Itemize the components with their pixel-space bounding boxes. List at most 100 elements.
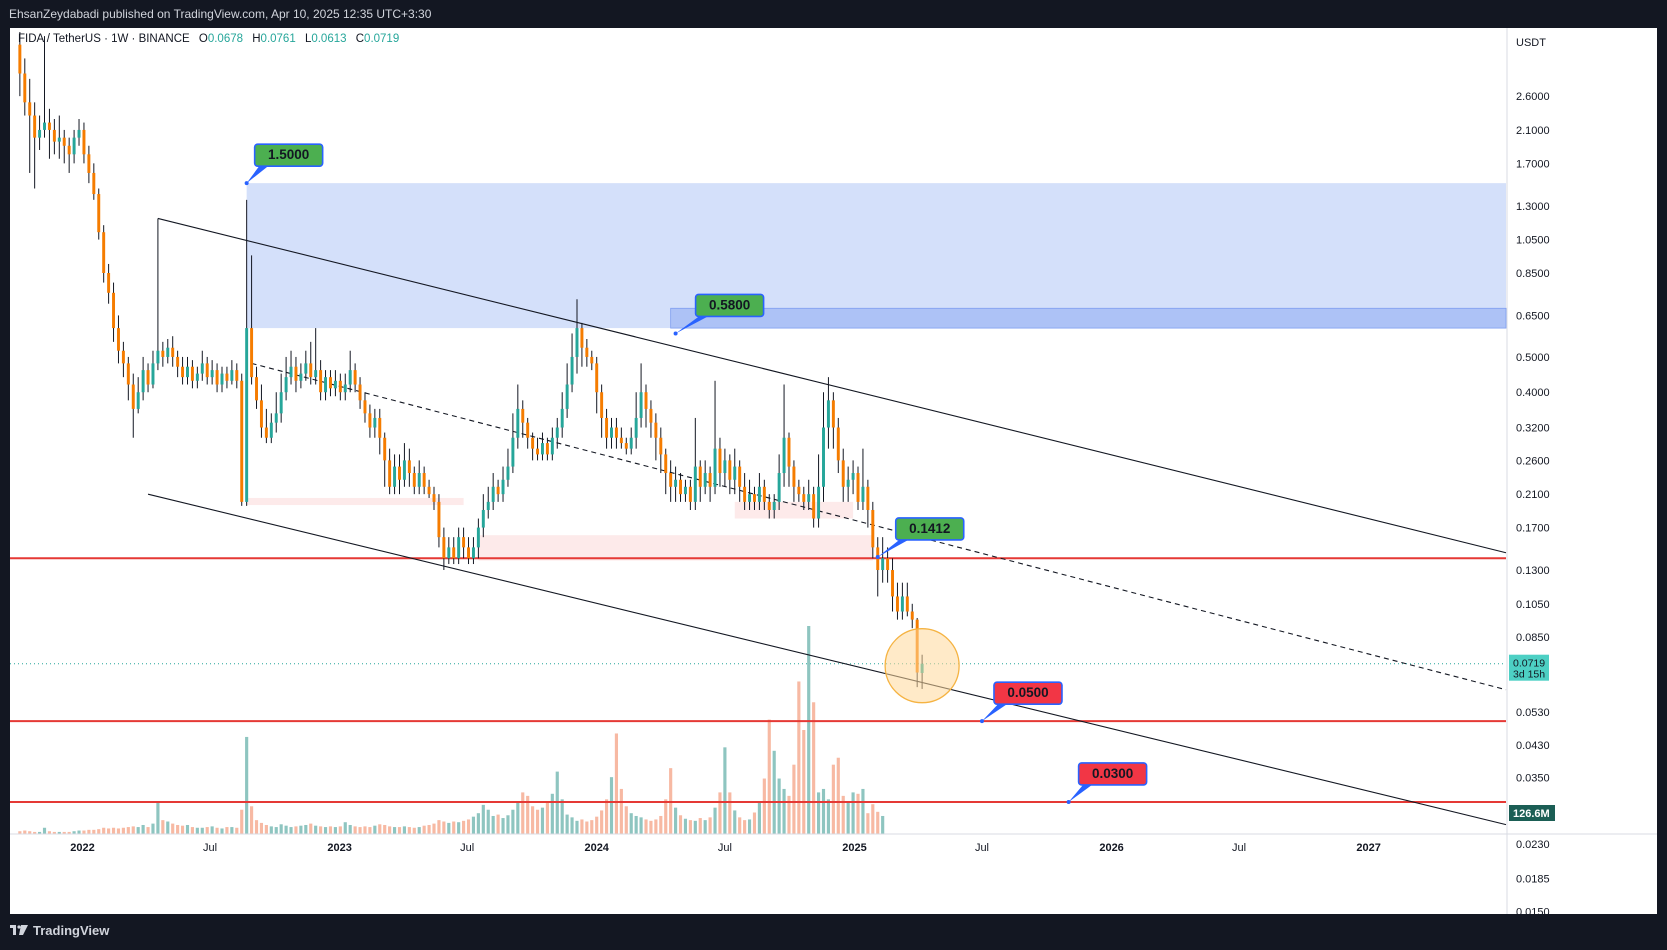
candle: [245, 199, 249, 506]
candle: [338, 373, 342, 401]
volume-bar: [698, 818, 702, 834]
volume-bar: [141, 824, 145, 834]
candle-body: [457, 537, 461, 559]
candle: [590, 350, 594, 371]
candle: [131, 373, 135, 438]
candle-body: [644, 392, 648, 409]
candle: [826, 377, 830, 449]
candle: [151, 350, 155, 389]
zones-layer: [246, 183, 1507, 561]
volume-bar: [442, 821, 446, 834]
y-tick-label: 0.1050: [1516, 599, 1550, 611]
candle-body: [299, 373, 303, 381]
candle-body: [383, 437, 387, 461]
candle: [743, 473, 747, 510]
volume-bar: [269, 826, 273, 834]
candle-body: [200, 363, 204, 374]
volume-bar: [452, 821, 456, 834]
last-price-tag: [1509, 654, 1549, 681]
volume-bar: [363, 826, 367, 834]
candle: [67, 137, 71, 173]
candle: [856, 466, 860, 510]
volume-bar: [378, 824, 382, 834]
candle: [62, 129, 66, 164]
volume-bar: [304, 824, 308, 834]
volume-bar: [388, 826, 392, 834]
volume-bar: [225, 827, 229, 834]
volume-bar: [664, 799, 668, 834]
candle: [891, 558, 895, 612]
candle-body: [388, 460, 392, 487]
candle-body: [471, 547, 475, 559]
candle: [309, 341, 313, 385]
volume-bar: [126, 827, 130, 834]
volume-bar: [816, 792, 821, 834]
candle-body: [28, 102, 32, 116]
legend-symbol[interactable]: FIDA / TetherUS · 1W · BINANCE: [18, 33, 190, 45]
volume-bar: [619, 788, 623, 834]
candle: [555, 417, 559, 449]
chart-frame[interactable]: 1.5000 0.5800 0.1412 0.0500 0.0300 USDT 2.600…: [10, 28, 1657, 914]
candle: [314, 328, 318, 385]
candle: [43, 36, 46, 138]
candle: [511, 413, 515, 474]
volume-bar: [841, 795, 845, 834]
candle: [713, 380, 717, 495]
candle-body: [481, 509, 485, 528]
candle-body: [363, 400, 367, 414]
callout-anchor: [875, 554, 880, 559]
candle: [600, 384, 604, 438]
x-tick-label: 2024: [584, 842, 609, 854]
candle: [585, 339, 589, 367]
candle-body: [693, 466, 697, 502]
candle: [333, 370, 337, 397]
candles-layer: [18, 32, 924, 689]
candle-body: [62, 137, 66, 146]
legend-c-value: 0.0719: [364, 33, 400, 45]
candle-body: [895, 596, 899, 612]
volume-bar: [614, 733, 619, 834]
candle-body: [314, 370, 318, 378]
candle-body: [743, 486, 747, 502]
candle-body: [467, 547, 470, 559]
y-tick-label: 1.0500: [1516, 235, 1550, 247]
candle: [230, 360, 234, 385]
legend-h-value: 0.0761: [260, 33, 296, 45]
volume-bar: [462, 820, 466, 834]
volume-bar: [703, 820, 707, 834]
volume-bar: [102, 827, 106, 834]
candle-body: [107, 272, 111, 293]
candle-body: [476, 527, 480, 548]
candle: [526, 417, 530, 449]
tradingview-logo[interactable]: TradingView: [10, 923, 109, 938]
candle-body: [757, 486, 761, 502]
volume-bar: [826, 799, 831, 834]
candle-body: [402, 460, 406, 480]
candle-body: [560, 408, 564, 428]
candle: [195, 366, 199, 389]
candle: [467, 537, 470, 565]
candle: [674, 466, 678, 502]
candle-body: [82, 129, 86, 155]
chart-svg[interactable]: 1.5000 0.5800 0.1412 0.0500 0.0300 USDT 2.600…: [10, 28, 1657, 914]
candle-body: [822, 427, 825, 487]
candle-body: [33, 115, 37, 138]
candle-body: [289, 366, 293, 378]
volume-bar: [176, 824, 180, 834]
volume-bar: [210, 826, 214, 834]
candle-body: [871, 509, 875, 548]
candle-body: [550, 437, 554, 455]
x-tick-label: 2026: [1099, 842, 1123, 854]
volume-bar: [328, 826, 333, 834]
y-tick-label: 0.1300: [1516, 565, 1550, 577]
candle-body: [570, 356, 574, 385]
callout-label: 0.0300: [1092, 766, 1133, 781]
candle: [52, 119, 56, 155]
trendline-3: [251, 362, 1507, 691]
candle: [738, 460, 742, 502]
volume-bar: [373, 825, 377, 834]
candle: [294, 356, 298, 393]
volume-bar: [245, 736, 249, 834]
volume-bar: [723, 747, 727, 834]
candle: [624, 437, 628, 455]
